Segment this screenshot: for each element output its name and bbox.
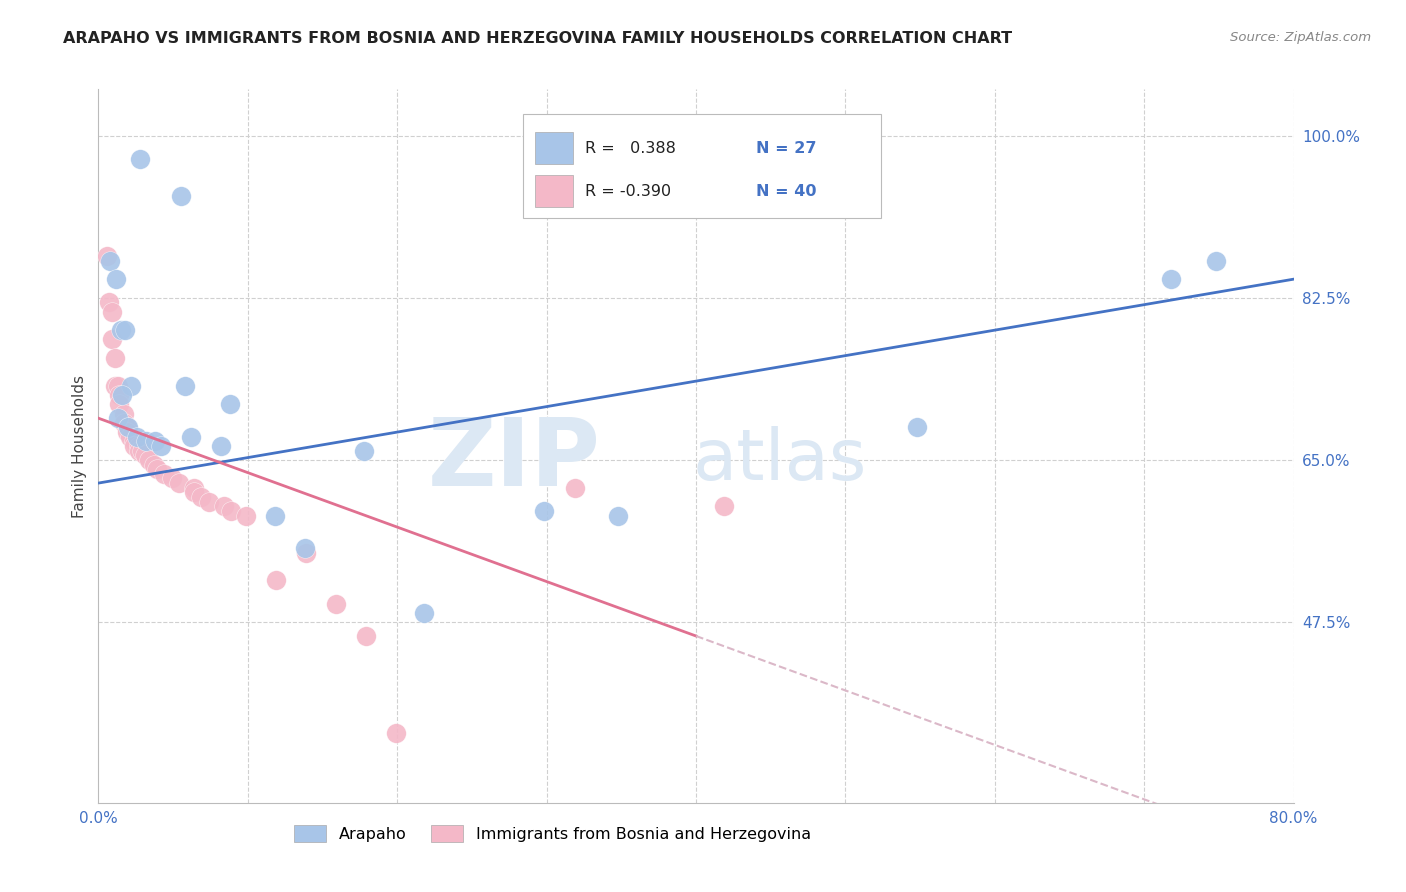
Point xyxy=(134,448,156,462)
Point xyxy=(105,272,128,286)
Point xyxy=(127,430,149,444)
Text: ARAPAHO VS IMMIGRANTS FROM BOSNIA AND HERZEGOVINA FAMILY HOUSEHOLDS CORRELATION : ARAPAHO VS IMMIGRANTS FROM BOSNIA AND HE… xyxy=(63,31,1012,46)
Point xyxy=(124,434,146,449)
Point xyxy=(143,434,166,449)
Point xyxy=(107,378,129,392)
Point xyxy=(169,188,191,202)
Bar xyxy=(523,114,882,218)
Point xyxy=(112,407,135,421)
Point xyxy=(325,597,347,611)
Point xyxy=(145,462,167,476)
Point xyxy=(209,439,232,453)
Point xyxy=(115,425,138,439)
Point xyxy=(96,249,118,263)
Point xyxy=(160,471,183,485)
Text: R = -0.390: R = -0.390 xyxy=(585,184,671,199)
Point xyxy=(108,388,131,402)
Point xyxy=(104,378,127,392)
Point xyxy=(107,411,129,425)
Point xyxy=(219,397,242,411)
Point xyxy=(101,304,124,318)
Point xyxy=(1160,272,1182,286)
Text: N = 40: N = 40 xyxy=(756,184,817,199)
Point xyxy=(1205,253,1227,268)
Point xyxy=(117,420,139,434)
Bar xyxy=(534,175,572,207)
Point xyxy=(905,420,928,434)
Text: atlas: atlas xyxy=(692,425,868,495)
Point xyxy=(150,439,173,453)
Point xyxy=(128,443,150,458)
Point xyxy=(564,481,586,495)
Point xyxy=(98,253,122,268)
Bar xyxy=(534,132,572,164)
Point xyxy=(198,494,221,508)
Point xyxy=(263,508,285,523)
Point xyxy=(354,629,377,643)
Point xyxy=(131,443,153,458)
Point xyxy=(221,504,243,518)
Point xyxy=(235,508,257,523)
Point xyxy=(129,152,152,166)
Point xyxy=(174,378,197,392)
Text: ZIP: ZIP xyxy=(427,414,600,507)
Point xyxy=(108,397,131,411)
Point xyxy=(607,508,630,523)
Point xyxy=(713,500,735,514)
Point xyxy=(128,439,150,453)
Y-axis label: Family Households: Family Households xyxy=(72,375,87,517)
Legend: Arapaho, Immigrants from Bosnia and Herzegovina: Arapaho, Immigrants from Bosnia and Herz… xyxy=(288,819,817,848)
Point xyxy=(118,430,141,444)
Point xyxy=(124,439,146,453)
Point xyxy=(112,416,135,430)
Point xyxy=(212,500,235,514)
Point xyxy=(180,430,202,444)
Point xyxy=(294,541,316,555)
Point xyxy=(101,333,124,347)
Point xyxy=(413,606,436,620)
Point xyxy=(111,388,134,402)
Point xyxy=(110,323,132,337)
Point xyxy=(115,420,138,434)
Point xyxy=(353,443,375,458)
Point xyxy=(295,545,318,559)
Point xyxy=(138,453,160,467)
Text: R =   0.388: R = 0.388 xyxy=(585,141,676,156)
Point xyxy=(183,481,205,495)
Point xyxy=(142,458,165,472)
Text: N = 27: N = 27 xyxy=(756,141,817,156)
Point xyxy=(120,378,142,392)
Point xyxy=(153,467,176,481)
Point xyxy=(384,726,406,740)
Point xyxy=(264,574,287,588)
Point xyxy=(97,295,120,310)
Point xyxy=(533,504,555,518)
Point xyxy=(167,476,190,491)
Point xyxy=(190,490,212,504)
Point xyxy=(114,323,136,337)
Point xyxy=(183,485,205,500)
Point xyxy=(135,434,157,449)
Text: Source: ZipAtlas.com: Source: ZipAtlas.com xyxy=(1230,31,1371,45)
Point xyxy=(104,351,127,365)
